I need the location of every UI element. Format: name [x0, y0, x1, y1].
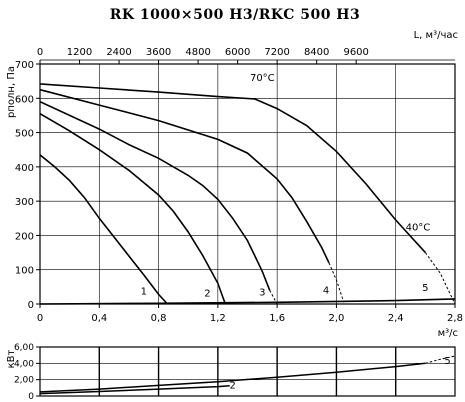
top-tick-label: 4800 [185, 47, 210, 58]
top-axis-label: L, м³/час [414, 30, 458, 41]
series-line-5 [39, 83, 426, 254]
top-tick-label: 2400 [106, 47, 131, 58]
series-line-1 [39, 154, 169, 305]
power-curve-label-2: 2 [229, 381, 235, 392]
power-chart-grid: 0 2,00 4,00 6,00 [14, 343, 456, 402]
power-series-line-5 [39, 362, 426, 393]
top-tick-label: 6000 [225, 47, 250, 58]
top-tick-label: 9600 [343, 47, 368, 58]
series-line-3 [39, 100, 271, 291]
x-tick-label: 2,0 [328, 313, 344, 324]
main-frame [39, 63, 456, 305]
power-axis-label: кВт [6, 349, 17, 368]
x-tick-label: 2,8 [447, 313, 463, 324]
power-frame [39, 346, 456, 397]
power-chart: 25 [39, 355, 456, 395]
y-tick-label: 700 [15, 60, 34, 71]
series-line-5-base [39, 298, 456, 305]
y-tick-label: 0 [28, 300, 34, 311]
series-dashed-5 [424, 252, 456, 305]
top-tick-label: 0 [37, 47, 43, 58]
curve-label-4: 4 [323, 286, 329, 297]
top-tick-label: 8400 [304, 47, 329, 58]
x-axis-unit-label: м³/с [438, 328, 458, 339]
top-tick-label: 3600 [146, 47, 171, 58]
y-tick-label: 600 [15, 94, 34, 105]
series-line-2 [39, 113, 227, 305]
x-tick-label: 0 [37, 313, 43, 324]
y-tick-label: 400 [15, 163, 34, 174]
series-line-4 [39, 88, 330, 264]
power-series-dashed-5 [425, 355, 456, 364]
y-tick-label: 200 [15, 231, 34, 242]
x-tick-label: 0,8 [151, 313, 167, 324]
y-tick-label: 500 [15, 129, 34, 140]
power-y-tick-label: 0 [28, 392, 34, 402]
power-y-tick-label: 6,00 [14, 343, 34, 353]
top-tick-label: 7200 [264, 47, 289, 58]
main-chart-grid: 0 0,4 0,8 1,2 1,6 2,0 2,4 2,8 0 100 200 300 400 500 60… [15, 47, 463, 324]
curve-label-1: 1 [141, 286, 147, 297]
curve-label-5: 5 [422, 283, 428, 294]
curve-label-2: 2 [204, 288, 210, 299]
x-tick-label: 1,6 [269, 313, 285, 324]
y-axis-label: pполн, Па [6, 66, 17, 118]
series-dashed-4 [328, 262, 345, 303]
x-tick-label: 1,2 [210, 313, 226, 324]
temperature-annotation-0: 70°C [250, 73, 275, 84]
y-tick-label: 300 [15, 197, 34, 208]
power-y-tick-label: 2,00 [14, 376, 34, 386]
curve-label-3: 3 [259, 287, 265, 298]
power-curve-label-5: 5 [444, 356, 450, 367]
power-y-tick-label: 4,00 [14, 359, 34, 369]
top-tick-label: 1200 [67, 47, 92, 58]
x-tick-label: 0,4 [91, 313, 107, 324]
chart-title: RK 1000×500 H3/RKC 500 H3 [110, 7, 361, 23]
power-series-line-2 [39, 385, 230, 395]
x-tick-label: 2,4 [388, 313, 404, 324]
y-tick-label: 100 [15, 266, 34, 277]
temperature-annotation-1: 40°C [406, 222, 431, 233]
main-chart: 1 2 3 4 5 70°C 40°C [39, 73, 456, 305]
